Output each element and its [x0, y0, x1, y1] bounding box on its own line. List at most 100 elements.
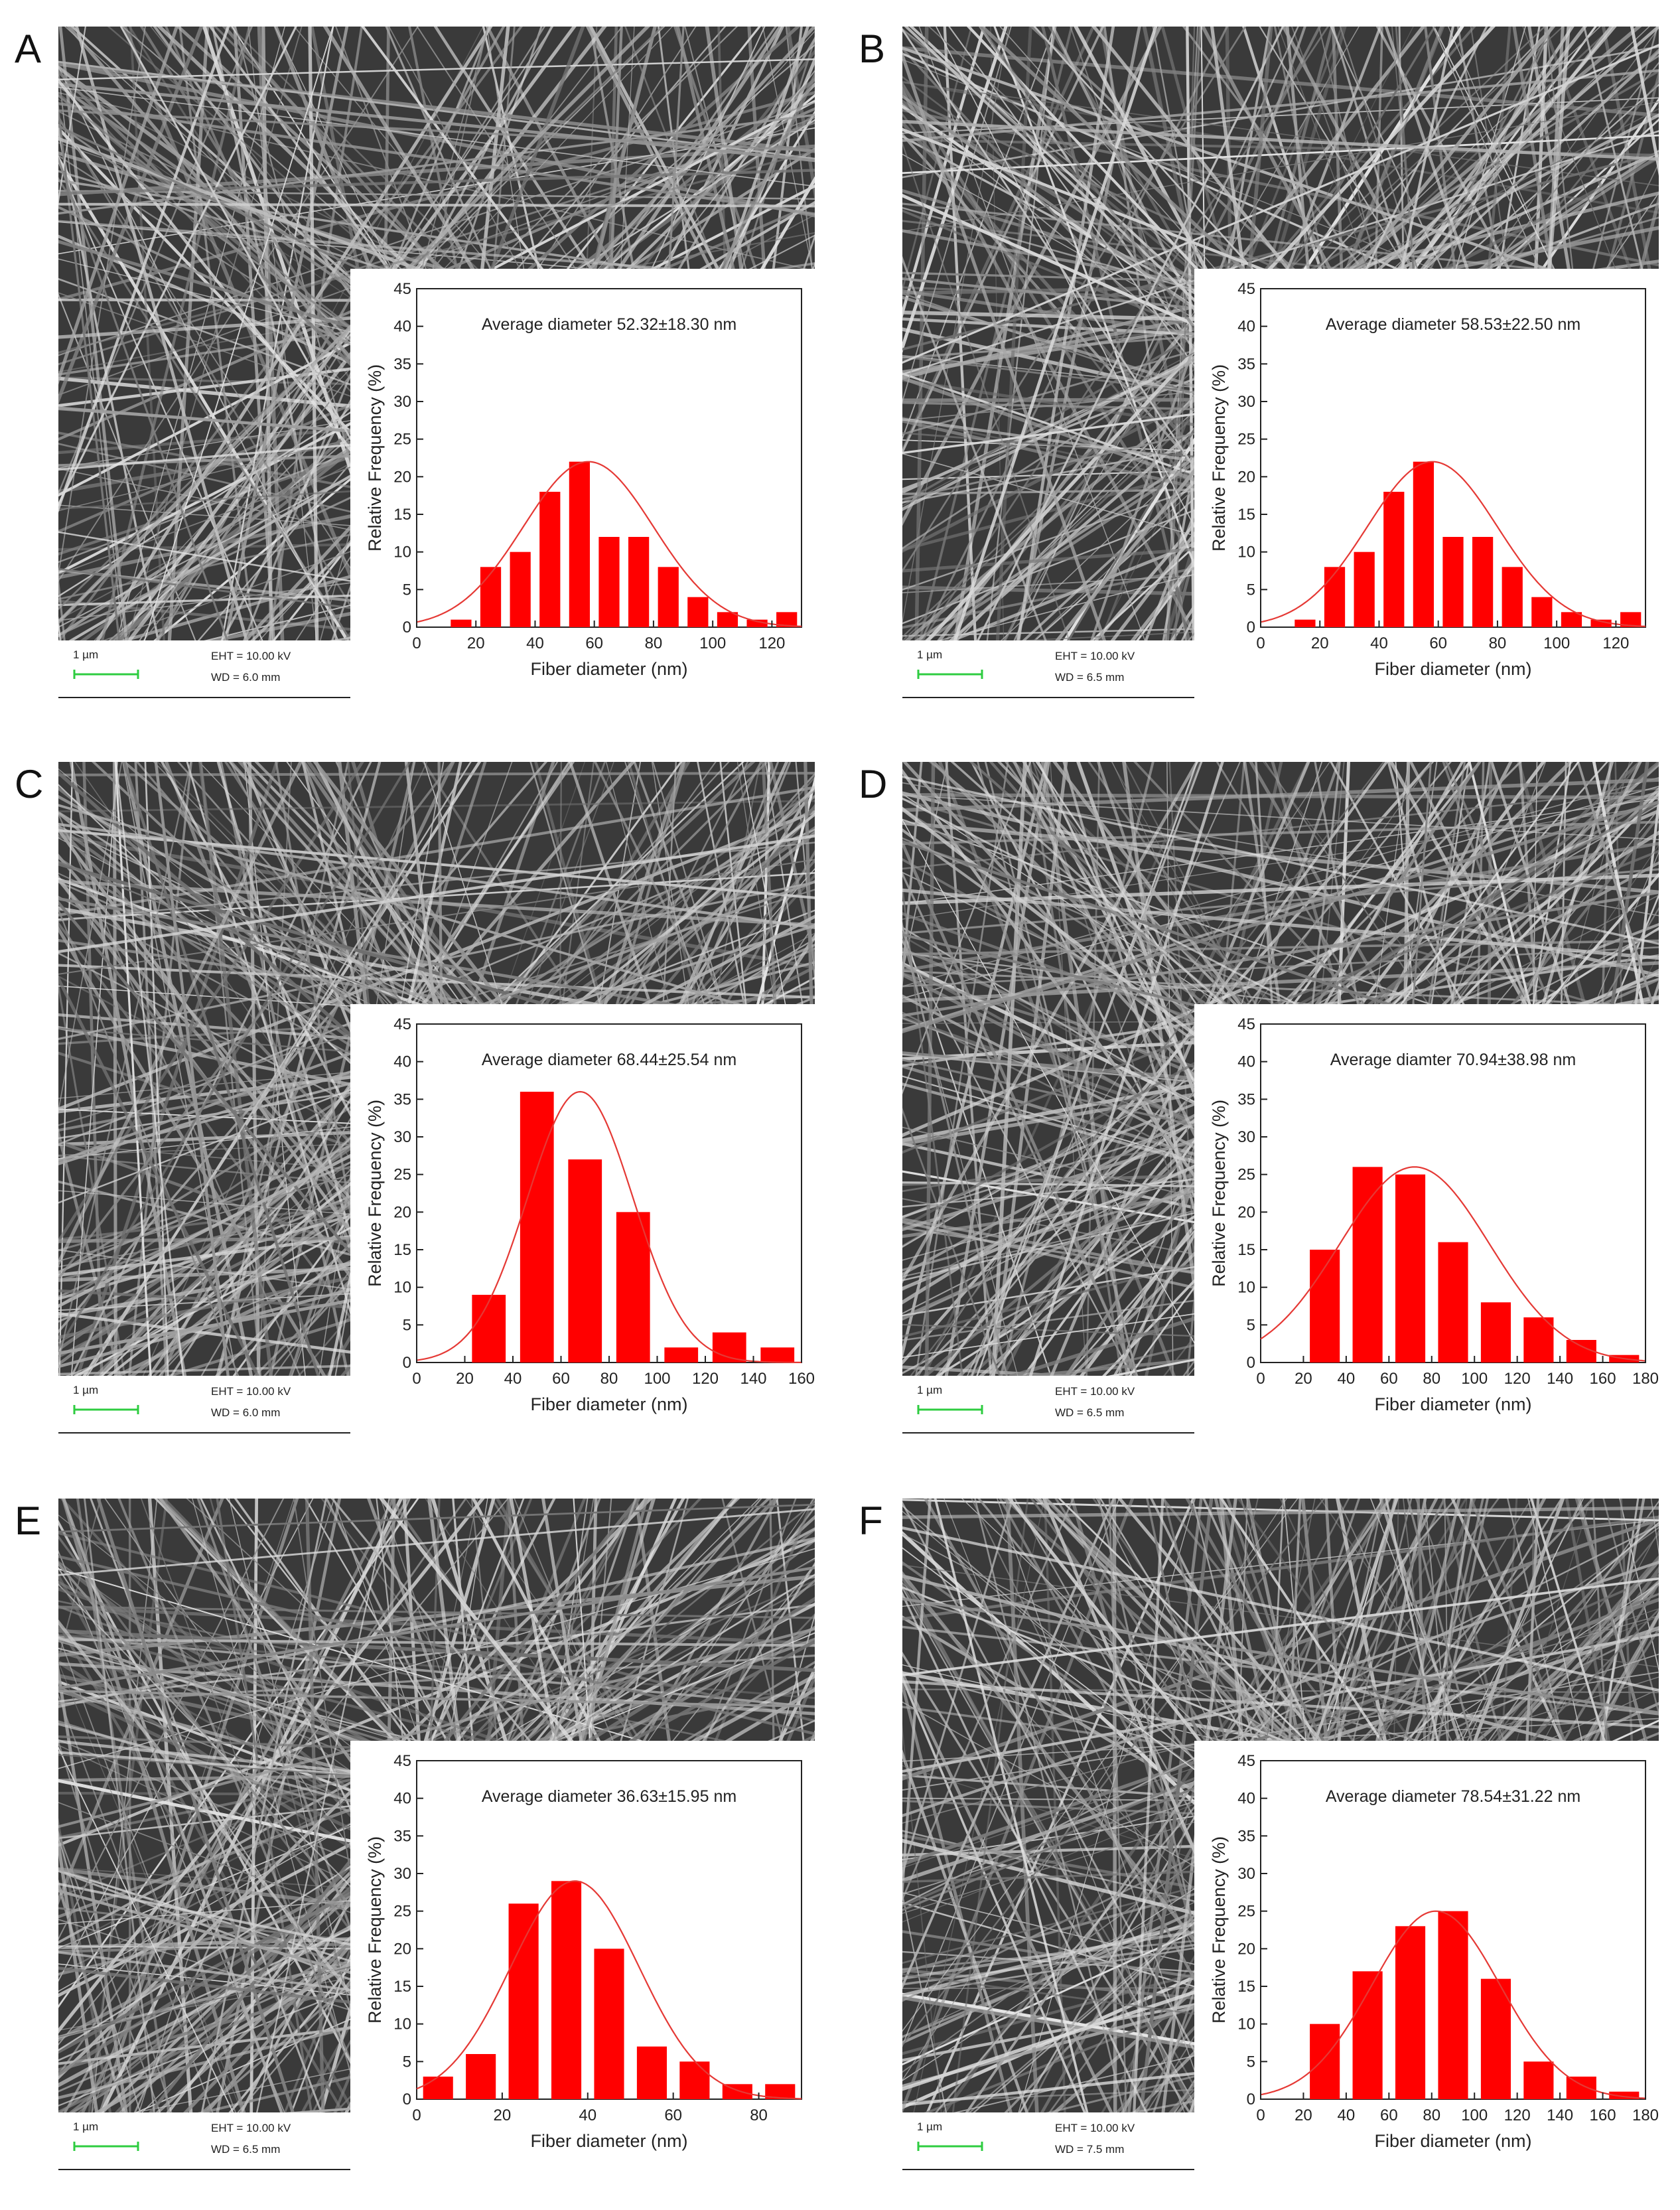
- bar: [1523, 2061, 1554, 2099]
- y-tick-label: 35: [393, 1827, 411, 1845]
- bar: [594, 1949, 624, 2099]
- y-tick-label: 40: [1237, 1053, 1255, 1071]
- x-tick-label: 60: [1380, 2106, 1398, 2124]
- y-tick-label: 20: [393, 1940, 411, 1958]
- x-tick-label: 0: [1256, 1370, 1265, 1388]
- scale-bar: [917, 2142, 983, 2151]
- x-tick-label: 160: [1590, 1370, 1616, 1388]
- y-tick-label: 15: [1237, 1978, 1255, 1996]
- y-tick-label: 40: [393, 1053, 411, 1071]
- sem-info-bar: 1 µm EHT = 10.00 kV WD = 6.5 mm: [902, 1376, 1194, 1434]
- y-tick-label: 5: [403, 581, 411, 599]
- eht-readout: EHT = 10.00 kV: [1055, 2122, 1135, 2134]
- bar: [1480, 1978, 1511, 2099]
- y-tick-label: 20: [1237, 1203, 1255, 1221]
- y-tick-label: 35: [1237, 1090, 1255, 1108]
- y-tick-label: 0: [403, 2091, 411, 2108]
- y-axis-label: Relative Frequency (%): [1209, 1100, 1229, 1287]
- bar: [1438, 1911, 1468, 2099]
- histogram-inset: 0 5 10 15 20 25 30 35 40 45 0 20 40 60 80 Fiber diamete…: [350, 1741, 815, 2169]
- y-tick-label: 45: [393, 1015, 411, 1033]
- x-tick-label: 60: [664, 2106, 682, 2124]
- x-tick-label: 80: [750, 2106, 768, 2124]
- panel-a: A 1 µm EHT = 10.00 kV WD = 6.0 mm 0 5 10 15 20 25…: [15, 27, 821, 698]
- fiber-diameter-histogram: 0 5 10 15 20 25 30 35 40 45 0 20 40 60 80 100 120 Fiber d…: [365, 280, 802, 679]
- y-tick-label: 10: [393, 1279, 411, 1297]
- average-diameter-annotation: Average diameter 78.54±31.22 nm: [1326, 1787, 1580, 1806]
- bar: [480, 567, 502, 627]
- x-tick-label: 160: [1590, 2106, 1616, 2124]
- y-axis-label: Relative Frequency (%): [365, 1836, 385, 2024]
- y-tick-label: 15: [1237, 1241, 1255, 1259]
- fiber-diameter-histogram: 0 5 10 15 20 25 30 35 40 45 0 20 40 60 80 100 120 140 160 F…: [365, 1015, 815, 1414]
- sem-info-bar: 1 µm EHT = 10.00 kV WD = 6.5 mm: [902, 640, 1194, 698]
- average-diameter-annotation: Average diameter 58.53±22.50 nm: [1326, 315, 1580, 334]
- x-tick-label: 40: [1370, 634, 1388, 652]
- eht-readout: EHT = 10.00 kV: [1055, 1385, 1135, 1398]
- y-tick-label: 35: [393, 1090, 411, 1108]
- x-tick-label: 120: [1504, 2106, 1531, 2124]
- y-tick-label: 45: [1237, 1015, 1255, 1033]
- y-tick-label: 15: [393, 1978, 411, 1996]
- panel-c: C 1 µm EHT = 10.00 kV WD = 6.0 mm 0 5 10 15 20 25…: [15, 762, 821, 1434]
- x-tick-label: 20: [456, 1370, 474, 1388]
- bar: [508, 1903, 539, 2099]
- scale-bar: [73, 2142, 139, 2151]
- y-tick-label: 25: [393, 1166, 411, 1184]
- sem-info-bar: 1 µm EHT = 10.00 kV WD = 6.5 mm: [58, 2112, 350, 2170]
- bar: [765, 2084, 796, 2099]
- y-tick-label: 15: [393, 1241, 411, 1259]
- y-axis-label: Relative Frequency (%): [1209, 364, 1229, 552]
- y-tick-label: 0: [1247, 1354, 1255, 1372]
- panel-letter: B: [859, 27, 886, 71]
- wd-readout: WD = 6.5 mm: [1055, 1406, 1125, 1419]
- average-diameter-annotation: Average diameter 52.32±18.30 nm: [482, 315, 736, 334]
- x-tick-label: 40: [1338, 2106, 1356, 2124]
- scale-label: 1 µm: [917, 648, 943, 661]
- y-axis-label: Relative Frequency (%): [1209, 1836, 1229, 2024]
- bar: [551, 1881, 582, 2099]
- scale-label: 1 µm: [73, 648, 99, 661]
- x-axis-label: Fiber diameter (nm): [1374, 1394, 1531, 1414]
- bar: [717, 612, 738, 627]
- x-axis-label: Fiber diameter (nm): [530, 2131, 687, 2151]
- bar: [1561, 612, 1582, 627]
- bar: [1620, 612, 1642, 627]
- x-tick-label: 60: [585, 634, 603, 652]
- y-tick-label: 40: [1237, 318, 1255, 336]
- panel-letter: C: [15, 762, 44, 806]
- bar: [569, 461, 590, 627]
- bar: [1354, 552, 1375, 627]
- fit-curve: [1260, 1166, 1646, 1362]
- bar: [598, 537, 620, 627]
- panel-b: B 1 µm EHT = 10.00 kV WD = 6.5 mm 0 5 10 15 20 25…: [859, 27, 1665, 698]
- y-tick-label: 0: [403, 1354, 411, 1372]
- histogram-inset: 0 5 10 15 20 25 30 35 40 45 0 20 40 60 80 100 120 140 160 F…: [350, 1004, 815, 1432]
- bar: [1324, 567, 1346, 627]
- y-tick-label: 40: [1237, 1790, 1255, 1808]
- y-tick-label: 10: [1237, 2016, 1255, 2033]
- panel-letter: F: [859, 1499, 883, 1543]
- x-tick-label: 120: [1602, 634, 1629, 652]
- bar: [1590, 619, 1612, 627]
- eht-readout: EHT = 10.00 kV: [211, 650, 291, 662]
- x-tick-label: 80: [645, 634, 663, 652]
- wd-readout: WD = 6.5 mm: [1055, 671, 1125, 684]
- bar: [510, 552, 531, 627]
- x-tick-label: 140: [1547, 1370, 1573, 1388]
- bar: [760, 1347, 795, 1363]
- bar: [1609, 2091, 1640, 2099]
- y-tick-label: 15: [393, 506, 411, 524]
- bar: [472, 1295, 506, 1363]
- bar: [1352, 1971, 1383, 2099]
- bar: [1566, 2077, 1596, 2099]
- y-tick-label: 30: [1237, 1865, 1255, 1883]
- bar: [776, 612, 798, 627]
- x-tick-label: 180: [1632, 1370, 1659, 1388]
- bar: [1523, 1317, 1554, 1363]
- bar: [451, 619, 472, 627]
- bar: [616, 1212, 650, 1363]
- x-tick-label: 120: [1504, 1370, 1531, 1388]
- average-diameter-annotation: Average diameter 36.63±15.95 nm: [482, 1787, 736, 1806]
- x-tick-label: 140: [1547, 2106, 1573, 2124]
